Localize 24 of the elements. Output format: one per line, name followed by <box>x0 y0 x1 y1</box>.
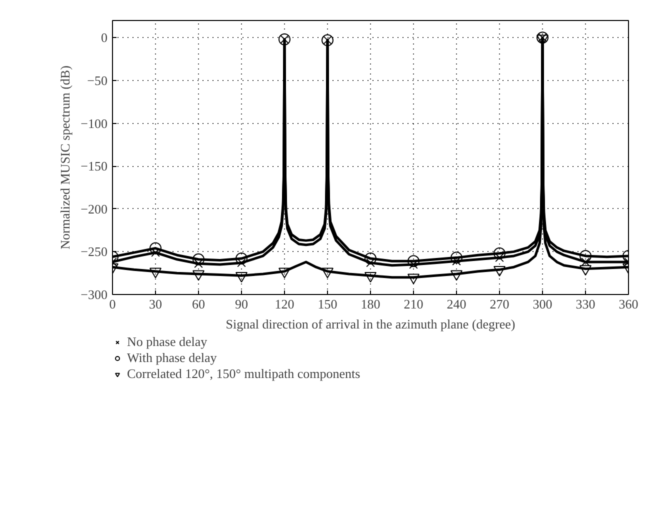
x-tick-label: 330 <box>576 296 596 312</box>
x-tick-label: 60 <box>192 296 205 312</box>
legend-label: Correlated 120°, 150° multipath components <box>127 366 360 382</box>
legend-label: With phase delay <box>127 350 217 366</box>
x-tick-label: 90 <box>235 296 248 312</box>
x-tick-label: 30 <box>149 296 162 312</box>
x-tick-label: 180 <box>360 296 380 312</box>
x-tick-label: 270 <box>490 296 510 312</box>
y-tick-label: −100 <box>80 116 108 131</box>
x-tick-label: 240 <box>446 296 466 312</box>
y-tick-label: −250 <box>80 244 108 260</box>
x-tick-label: 150 <box>318 296 338 312</box>
y-axis-title: Normalized MUSIC spectrum (dB) <box>58 66 73 250</box>
x-axis-title: Signal direction of arrival in the azimuth plane (degree) <box>226 316 516 332</box>
y-tick-label: 0 <box>101 30 108 46</box>
x-tick-label: 120 <box>274 296 294 312</box>
legend-label: No phase delay <box>127 334 208 350</box>
y-tick-label: −300 <box>80 287 108 302</box>
x-tick-label: 210 <box>404 296 424 312</box>
y-tick-label: −200 <box>80 201 108 216</box>
x-tick-label: 300 <box>532 296 552 312</box>
y-tick-label: −150 <box>80 158 108 174</box>
y-tick-label: −50 <box>87 72 108 88</box>
x-tick-label: 360 <box>618 296 638 312</box>
